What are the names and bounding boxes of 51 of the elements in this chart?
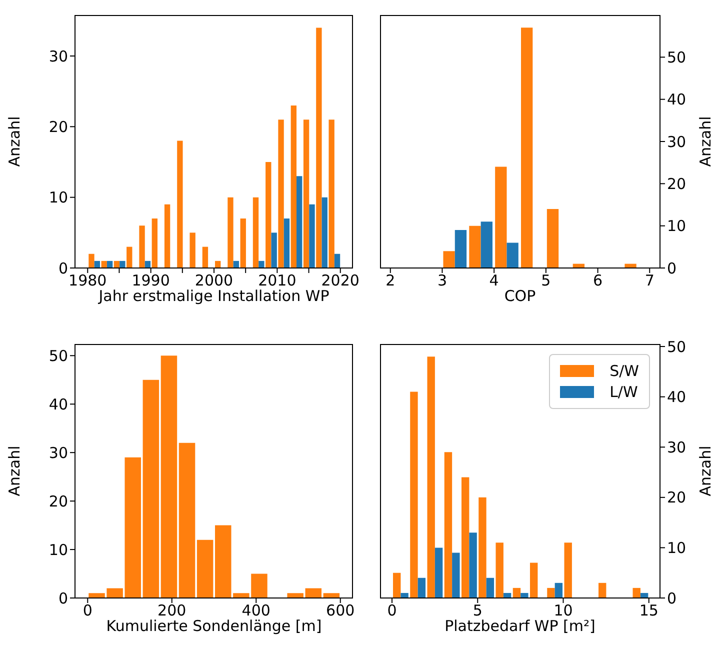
x-axis-title: Jahr erstmalige Installation WP bbox=[98, 287, 330, 305]
x-tick-label: 15 bbox=[639, 602, 658, 620]
x-tick-label: 0 bbox=[387, 602, 397, 620]
x-tick-label: 2000 bbox=[194, 272, 234, 290]
y-tick-label: 50 bbox=[48, 346, 68, 365]
y-tick-label: 0 bbox=[667, 259, 677, 278]
y-tick-label: 30 bbox=[667, 132, 686, 151]
y-tick-label: 40 bbox=[667, 388, 686, 406]
x-tick-label: 2 bbox=[386, 272, 396, 290]
x-tick-label: 200 bbox=[158, 602, 186, 620]
y-tick-label: 20 bbox=[667, 488, 686, 507]
x-tick-label: 1980 bbox=[68, 272, 107, 290]
y-tick-label: 50 bbox=[667, 338, 686, 356]
y-tick-label: 10 bbox=[667, 217, 686, 236]
legend-label: L/W bbox=[610, 383, 638, 401]
x-axis-title: Platzbedarf WP [m²] bbox=[444, 617, 596, 635]
x-axis-title: COP bbox=[504, 287, 536, 305]
x-tick-label: 7 bbox=[644, 272, 654, 290]
x-tick-label: 10 bbox=[554, 602, 573, 620]
y-tick-label: 40 bbox=[48, 395, 68, 414]
x-tick-label: 2020 bbox=[321, 272, 360, 290]
x-axis-title: Kumulierte Sondenlänge [m] bbox=[106, 617, 322, 635]
y-tick-label: 10 bbox=[48, 188, 68, 207]
x-tick-label: 2010 bbox=[258, 272, 296, 290]
y-tick-label: 30 bbox=[48, 47, 68, 66]
x-tick-label: 0 bbox=[82, 602, 92, 620]
y-axis-title: Anzahl bbox=[696, 446, 714, 496]
y-tick-label: 0 bbox=[667, 589, 677, 608]
y-tick-label: 10 bbox=[48, 540, 68, 559]
y-tick-label: 20 bbox=[667, 174, 686, 193]
y-tick-label: 0 bbox=[58, 259, 68, 278]
x-tick-label: 600 bbox=[326, 602, 355, 620]
y-tick-label: 20 bbox=[48, 118, 68, 136]
y-tick-label: 0 bbox=[58, 589, 68, 608]
x-tick-label: 400 bbox=[242, 602, 270, 620]
x-tick-label: 4 bbox=[489, 272, 499, 290]
y-tick-label: 40 bbox=[667, 90, 686, 109]
y-tick-label: 30 bbox=[48, 444, 68, 462]
x-tick-label: 3 bbox=[437, 272, 447, 290]
x-tick-label: 6 bbox=[593, 272, 603, 290]
y-axis-title: Anzahl bbox=[5, 116, 24, 167]
legend-label: S/W bbox=[610, 362, 639, 380]
y-tick-label: 50 bbox=[667, 48, 686, 66]
x-tick-label: 5 bbox=[541, 272, 551, 290]
y-tick-label: 10 bbox=[667, 539, 686, 558]
x-tick-label: 5 bbox=[472, 602, 482, 620]
y-tick-label: 30 bbox=[667, 438, 686, 456]
y-axis-title: Anzahl bbox=[696, 116, 714, 167]
y-axis-title: Anzahl bbox=[5, 446, 24, 496]
y-tick-label: 20 bbox=[48, 492, 68, 510]
x-tick-label: 1990 bbox=[132, 272, 170, 290]
